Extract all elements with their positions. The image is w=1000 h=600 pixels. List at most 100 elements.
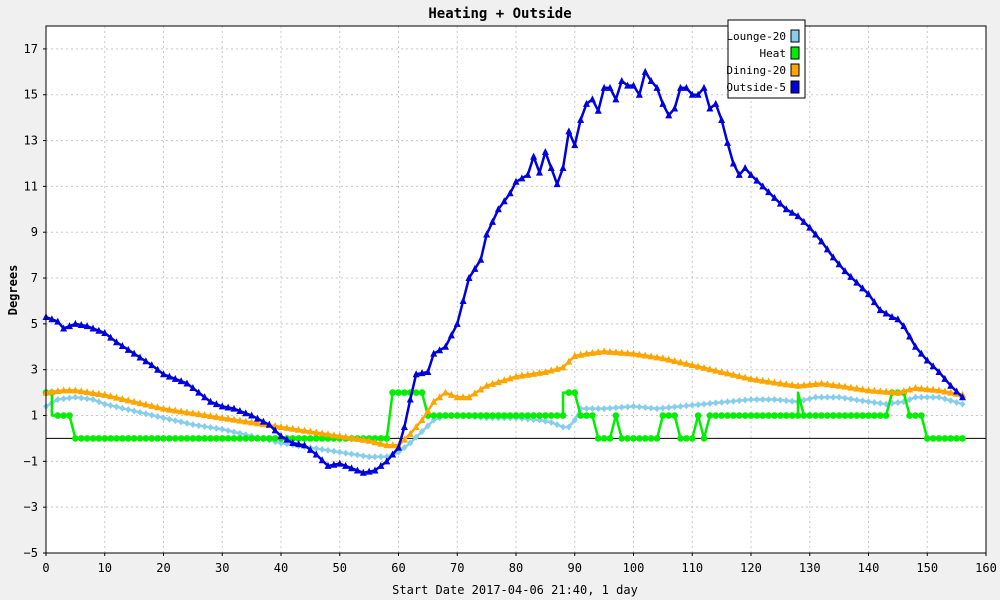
data-point <box>841 382 849 390</box>
data-point <box>471 412 479 419</box>
data-point <box>231 428 237 436</box>
data-point <box>630 435 637 442</box>
data-point <box>871 399 878 407</box>
data-point <box>935 386 943 394</box>
data-point <box>806 380 814 388</box>
data-point <box>413 433 420 441</box>
data-point <box>54 395 61 403</box>
data-point <box>483 230 491 238</box>
data-point <box>630 349 637 357</box>
x-tick-label: 30 <box>215 561 229 575</box>
y-tick-label: 11 <box>24 179 38 193</box>
data-point <box>882 412 890 419</box>
data-point <box>747 170 755 178</box>
data-point <box>829 253 837 261</box>
data-point <box>77 387 85 395</box>
data-point <box>565 357 573 365</box>
data-point <box>542 412 549 419</box>
data-point <box>671 104 679 112</box>
data-point <box>876 306 884 314</box>
data-point <box>406 429 414 437</box>
data-point <box>124 435 132 442</box>
data-point <box>747 374 755 382</box>
data-point <box>60 324 68 332</box>
data-point <box>536 368 543 376</box>
data-point <box>83 322 91 330</box>
data-point <box>71 386 79 394</box>
data-point <box>412 389 420 396</box>
data-point <box>301 426 308 434</box>
x-tick-label: 140 <box>858 561 880 575</box>
data-point <box>947 397 954 405</box>
data-point <box>794 381 802 389</box>
data-point <box>560 423 566 431</box>
data-point <box>959 400 966 408</box>
legend-swatch-heat <box>790 46 800 60</box>
data-point <box>917 349 925 357</box>
data-point <box>642 404 649 412</box>
data-point <box>788 380 796 388</box>
data-point <box>83 435 91 442</box>
data-point <box>536 412 543 419</box>
data-point <box>459 412 467 419</box>
data-point <box>319 445 326 453</box>
data-point <box>189 409 197 417</box>
y-tick-label: 1 <box>31 409 38 423</box>
data-point <box>189 384 197 392</box>
data-point <box>424 367 432 375</box>
data-point <box>60 412 67 419</box>
data-point <box>171 406 179 414</box>
data-point <box>377 453 384 461</box>
data-point <box>682 83 690 91</box>
y-tick-label: 9 <box>31 225 38 239</box>
data-point <box>636 403 643 411</box>
data-point <box>771 378 778 386</box>
data-point <box>594 106 602 114</box>
data-point <box>924 393 931 401</box>
data-point <box>695 401 702 409</box>
legend-label-outside-5: Outside-5 <box>726 81 786 94</box>
data-point <box>336 432 344 440</box>
data-point <box>342 449 349 457</box>
data-point <box>66 412 73 419</box>
data-point <box>330 460 338 468</box>
data-point <box>835 412 843 419</box>
y-tick-label: 15 <box>24 88 38 102</box>
data-point <box>495 412 502 419</box>
data-point <box>653 353 661 361</box>
data-point <box>353 434 361 442</box>
data-point <box>148 361 156 369</box>
data-point <box>788 208 796 216</box>
data-point <box>201 423 208 431</box>
data-point <box>84 395 91 403</box>
data-point <box>289 424 297 432</box>
data-point <box>324 461 332 469</box>
data-point <box>424 406 432 414</box>
data-point <box>166 435 173 442</box>
data-point <box>835 260 843 268</box>
data-point <box>295 435 302 442</box>
data-point <box>635 90 643 98</box>
data-point <box>389 441 397 449</box>
data-point <box>154 435 161 442</box>
data-point <box>959 435 966 442</box>
data-point <box>500 412 508 419</box>
data-point <box>512 372 520 380</box>
data-point <box>741 373 749 381</box>
data-point <box>195 435 203 442</box>
data-point <box>371 438 379 446</box>
data-point <box>277 432 285 440</box>
data-point <box>706 412 714 419</box>
data-point <box>618 435 626 442</box>
data-point <box>137 408 143 416</box>
data-point <box>107 401 114 409</box>
data-point <box>401 444 408 452</box>
data-point <box>383 457 391 465</box>
data-point <box>224 403 232 411</box>
data-point <box>783 397 790 405</box>
data-point <box>148 435 156 442</box>
data-point <box>624 81 632 89</box>
data-point <box>553 364 561 372</box>
data-point <box>312 450 320 458</box>
data-point <box>829 412 837 419</box>
